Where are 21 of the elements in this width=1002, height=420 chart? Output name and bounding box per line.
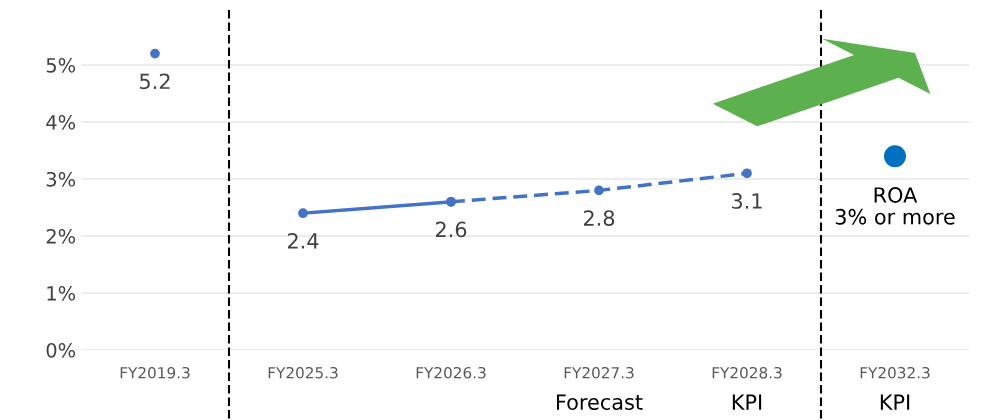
y-tick-label: 1% xyxy=(47,285,76,301)
y-tick-label: 4% xyxy=(46,114,76,130)
x-tick-label: FY2028.3 xyxy=(712,366,782,379)
y-tick-label: 3% xyxy=(46,171,76,187)
text: KPI xyxy=(732,394,762,410)
data-label: 3.1 xyxy=(732,193,762,209)
data-label: 2.6 xyxy=(435,221,467,238)
data-label: ROA 3% or more xyxy=(835,187,955,225)
data-label: 2.4 xyxy=(287,233,319,249)
x-tick-label: FY2032.3 xyxy=(860,366,930,379)
x-tick-label: FY2019.3 xyxy=(120,366,190,379)
y-tick-label: 2% xyxy=(46,228,76,244)
x-tick-label: FY2026.3 xyxy=(416,366,486,379)
x-tick-label: FY2025.3 xyxy=(268,366,338,379)
y-tick-label: 0% xyxy=(46,342,76,358)
y-tick-label: 5% xyxy=(46,57,76,73)
text: KPI xyxy=(880,394,910,410)
text: Forecast xyxy=(556,394,643,410)
data-label: 2.8 xyxy=(583,210,615,226)
data-label: 5.2 xyxy=(140,73,170,90)
x-tick-label: FY2027.3 xyxy=(564,366,634,379)
